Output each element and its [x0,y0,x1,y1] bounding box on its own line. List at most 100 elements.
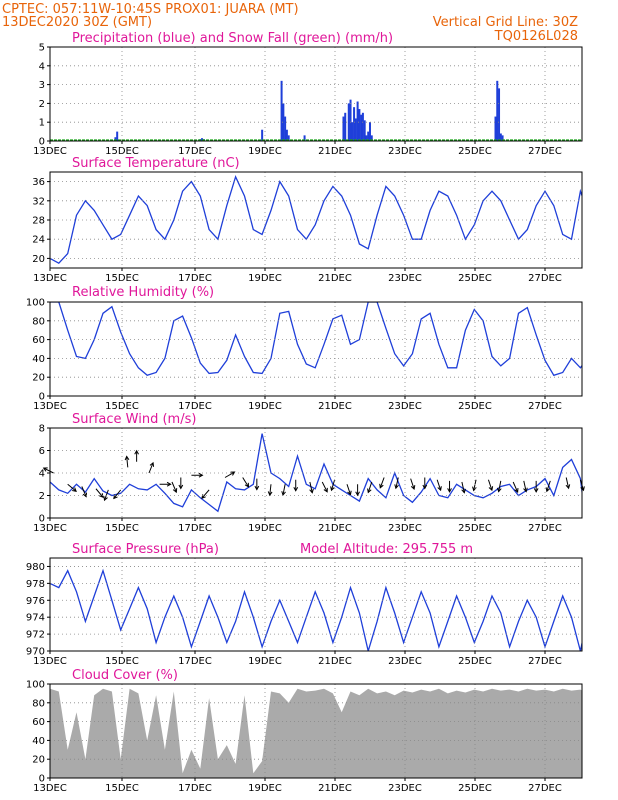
cloud-cover-area [50,688,582,778]
pressure-annotation: Model Altitude: 295.755 m [300,542,473,557]
humidity-xtick-label: 21DEC [318,401,352,412]
precip-xtick-label: 27DEC [528,146,562,157]
wind-arrow-head [134,449,139,455]
wind-arrow-head [323,487,328,493]
pressure-xtick-label: 23DEC [388,656,422,667]
wind-arrow-head [394,484,399,490]
pressure-title: Surface Pressure (hPa) [72,542,219,557]
precip-bar [368,122,371,141]
precip-bar [367,131,370,141]
cloud-xtick-label: 27DEC [528,783,562,794]
precip-bar [261,129,264,141]
precip-bar [501,135,504,141]
wind-arrow-shaft [67,483,77,492]
pressure-xtick-label: 19DEC [248,656,282,667]
wind-arrow-head [461,488,466,494]
wind-arrow-head [267,491,273,497]
wind-arrow-head [254,485,260,491]
cloud-xtick-label: 15DEC [105,783,139,794]
humidity-ytick-label: 40 [32,354,45,365]
wind-arrow-head [82,492,88,498]
temperature-xtick-label: 25DEC [458,273,492,284]
humidity-frame [49,301,583,397]
temperature-xtick-label: 19DEC [248,273,282,284]
humidity-ytick-label: 60 [32,335,45,346]
wind-arrow-shaft [242,477,249,488]
precip-ytick-label: 0 [39,137,45,148]
cloud-title: Cloud Cover (%) [72,668,178,683]
precip-bar [363,120,366,141]
wind-arrow-head [230,471,236,476]
wind-arrow-head [367,488,372,494]
precip-bar [358,109,361,141]
temperature-series-line [50,174,582,265]
wind-arrow-shaft [346,484,351,495]
precip-xtick-label: 21DEC [318,146,352,157]
run-datetime: 13DEC2020 30Z (GMT) [2,15,152,30]
wind-ytick-label: 4 [39,469,45,480]
pressure-ytick-label: 974 [26,613,45,624]
temperature-ytick-label: 32 [32,196,45,207]
wind-arrow-shaft [104,489,109,501]
wind-arrow-head [198,472,204,478]
wind-arrow-shaft [81,486,87,497]
cloud-ytick-label: 0 [39,774,45,785]
wind-arrow-head [447,488,452,493]
wind-arrow-shaft [379,477,385,488]
precip-bar [284,116,287,141]
wind-ytick-label: 2 [39,491,45,502]
wind-arrow-shaft [148,462,154,474]
wind-series-line [50,433,582,513]
wind-arrow-shaft [321,481,328,493]
precip-bar [360,114,363,141]
humidity-xtick-label: 17DEC [178,401,212,412]
pressure-series-line [50,568,582,651]
wind-arrow-head [309,488,314,494]
pressure-xtick-label: 25DEC [458,656,492,667]
pressure-ytick-label: 976 [26,596,45,607]
cloud-xtick-label: 23DEC [388,783,422,794]
wind-ytick-label: 0 [39,514,45,525]
temperature-ytick-label: 28 [32,216,45,227]
humidity-title: Relative Humidity (%) [72,285,214,300]
precip-xtick-label: 17DEC [178,146,212,157]
humidity-panel: Relative Humidity (%) 0 20 40 60 80 100 13DEC 15… [26,285,583,412]
wind-arrow-shaft [126,456,129,468]
precip-bar [114,137,117,141]
cloud-xtick-label: 17DEC [178,783,212,794]
wind-arrow-head [472,486,477,492]
model-code: TQ0126L028 [494,29,578,44]
wind-panel: Surface Wind (m/s) 0 2 4 6 8 13DEC 15DEC 17DEC 19… [33,412,585,534]
wind-arrow-shaft [565,477,570,489]
wind-arrow-head [437,486,442,492]
humidity-ytick-label: 100 [26,298,45,309]
humidity-ytick-label: 80 [32,316,45,327]
humidity-xtick-label: 19DEC [248,401,282,412]
temperature-xtick-label: 23DEC [388,273,422,284]
cloud-ytick-label: 100 [26,680,45,691]
precip-bar [494,116,497,141]
wind-arrow-shaft [269,484,272,496]
wind-arrow-head [72,487,77,492]
wind-arrow-head [422,484,428,490]
wind-arrow-shaft [546,480,551,492]
wind-arrow-shaft [95,488,104,498]
precip-bar [347,103,350,141]
pressure-frame [49,557,583,652]
precip-bar [303,135,306,141]
humidity-ytick-label: 0 [39,392,45,403]
pressure-ytick-label: 980 [26,562,45,573]
precip-panel: Precipitation (blue) and Snow Fall (gree… [33,31,583,157]
wind-arrow-head [172,488,178,494]
station-title: CPTEC: 057:11W-10:45S PROX01: JUARA (MT) [2,2,299,17]
wind-arrow-shaft [461,481,465,493]
humidity-ytick-label: 20 [32,373,45,384]
wind-arrow-head [330,486,335,492]
precip-title: Precipitation (blue) and Snow Fall (gree… [72,31,393,46]
wind-arrow-shaft [473,479,477,491]
wind-arrow-shaft [367,481,373,493]
wind-ytick-label: 6 [39,446,45,457]
pressure-xtick-label: 13DEC [33,656,67,667]
precip-xtick-label: 23DEC [388,146,422,157]
cloud-ytick-label: 80 [32,698,45,709]
